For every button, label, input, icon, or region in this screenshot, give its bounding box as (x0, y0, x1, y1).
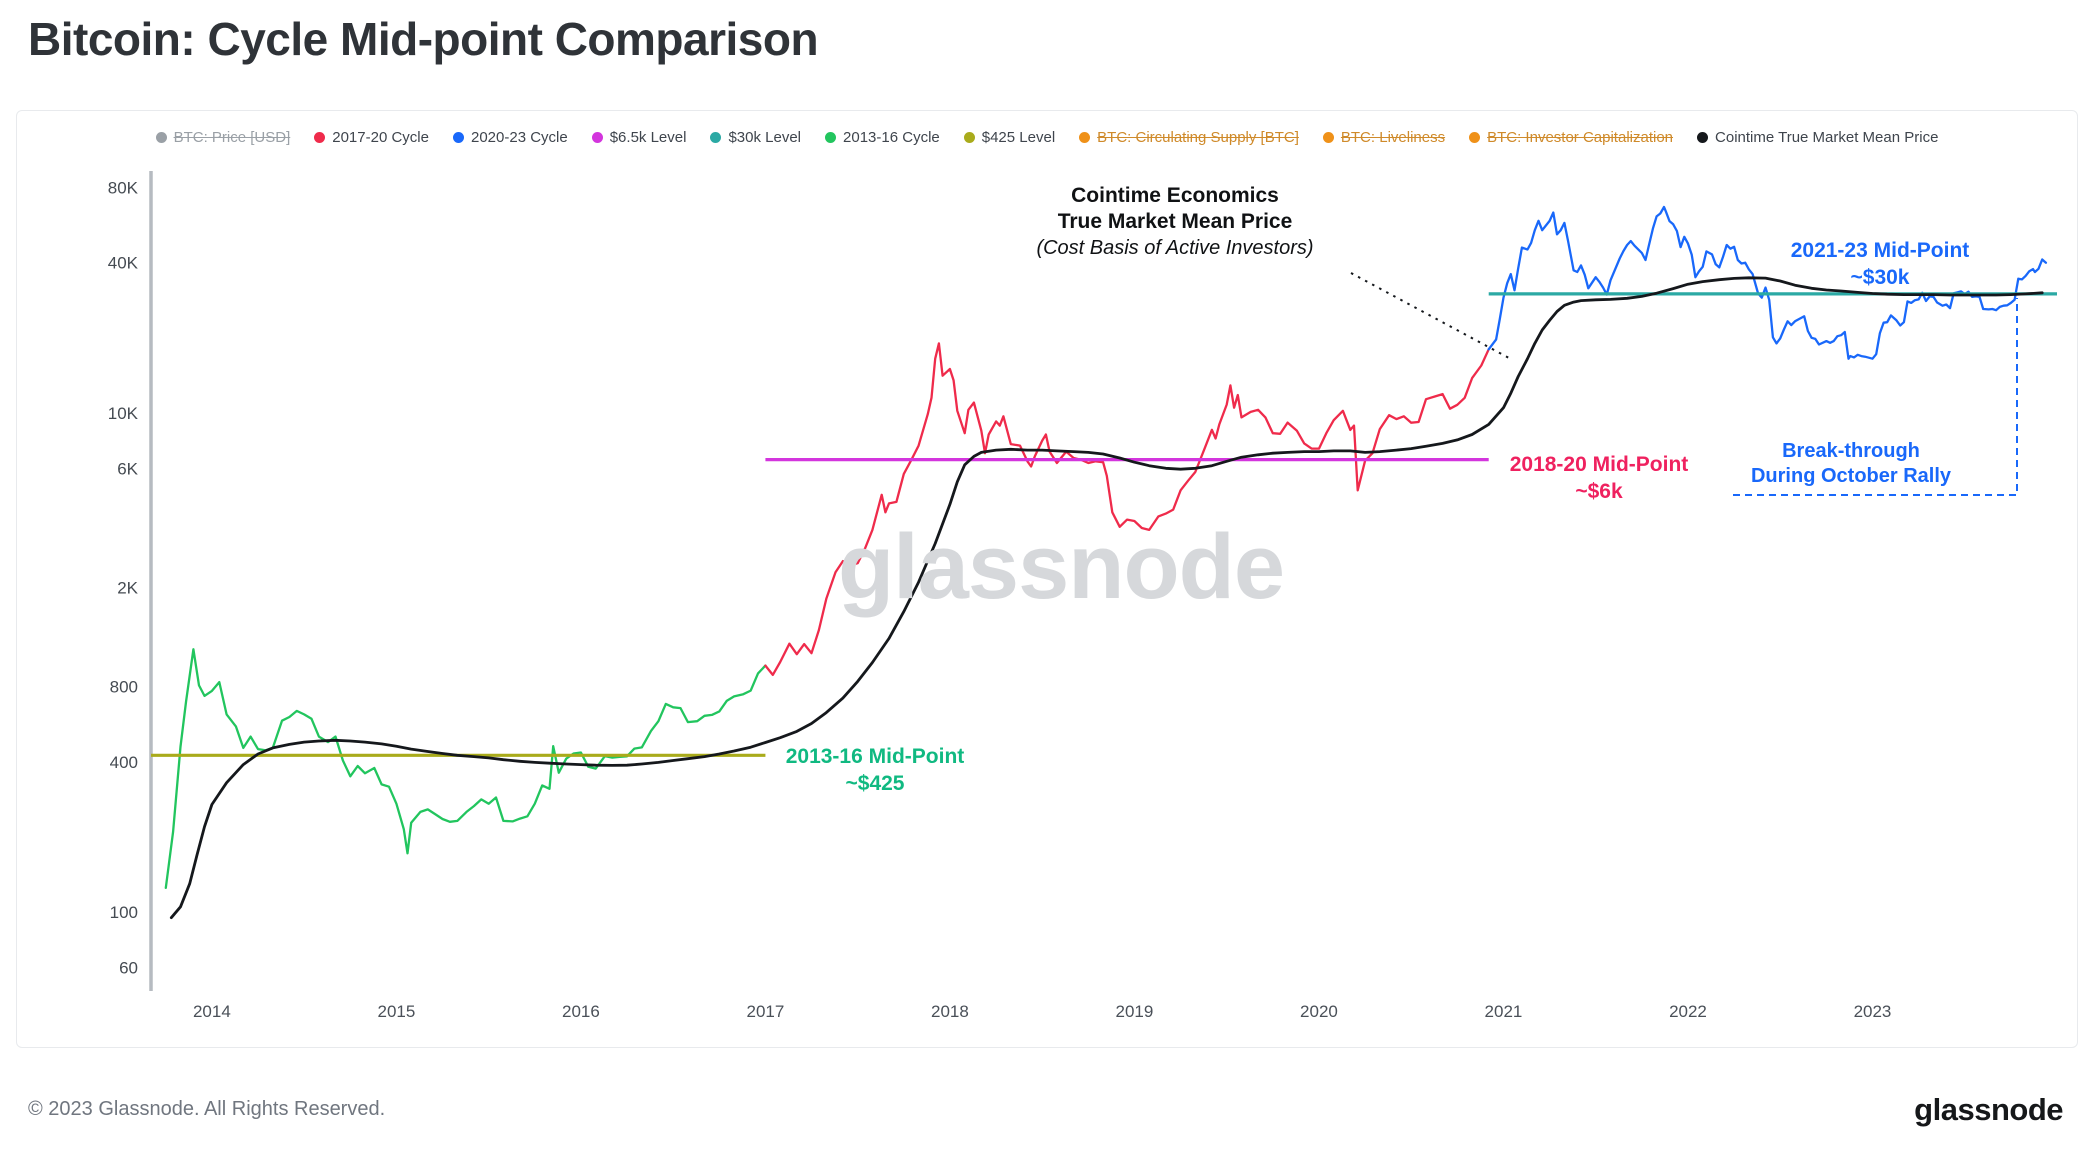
y-tick-label: 6K (117, 459, 138, 478)
legend-label: $6.5k Level (609, 129, 687, 146)
legend-label: 2013-16 Cycle (843, 129, 940, 146)
legend-item-btc-investor-capitalization[interactable]: BTC: Investor Capitalization (1469, 129, 1673, 146)
legend-dot (155, 132, 167, 143)
series-cointime-true-market-mean-price (169, 276, 2044, 920)
legend-label: BTC: Liveliness (1340, 129, 1446, 146)
x-tick-label: 2019 (1116, 1002, 1154, 1021)
legend-item-30k-level[interactable]: $30k Level (710, 129, 801, 146)
legend-dot (1079, 132, 1091, 143)
y-tick-label: 800 (110, 678, 138, 697)
legend-item-6-5k-level[interactable]: $6.5k Level (591, 129, 687, 146)
legend-dot (1697, 132, 1709, 143)
price-chart[interactable]: 80K 40K 10K 6K 2K 800 400 100 60 2014 2015 2016 2017… (17, 111, 2079, 1049)
legend-label: $30k Level (728, 129, 802, 146)
legend-item-425-level[interactable]: $425 Level (963, 129, 1056, 146)
legend-dot (1322, 132, 1334, 143)
cointime-callout-line (1350, 272, 1510, 359)
legend-item-btc-price-usd[interactable]: BTC: Price [USD] (155, 129, 291, 146)
legend-label: 2017-20 Cycle (332, 129, 429, 146)
chart-card: 80K 40K 10K 6K 2K 800 400 100 60 2014 2015 2016 2017… (16, 110, 2078, 1048)
y-tick-label: 40K (108, 254, 139, 273)
legend-dot (963, 132, 975, 143)
x-axis-labels: 2014 2015 2016 2017 2018 2019 2020 2021 2022 2023 (193, 1002, 1891, 1021)
legend-label: BTC: Price [USD] (173, 129, 291, 146)
legend-item-2020-23-cycle[interactable]: 2020-23 Cycle (452, 129, 568, 146)
legend-item-btc-liveliness[interactable]: BTC: Liveliness (1322, 129, 1446, 146)
x-tick-label: 2022 (1669, 1002, 1707, 1021)
x-tick-label: 2021 (1485, 1002, 1523, 1021)
legend-dot (825, 132, 837, 143)
x-tick-label: 2015 (377, 1002, 415, 1021)
series-2017-20-cycle (764, 342, 1490, 677)
y-tick-label: 400 (110, 753, 138, 772)
footer-copyright: © 2023 Glassnode. All Rights Reserved. (28, 1098, 386, 1120)
x-tick-label: 2020 (1300, 1002, 1338, 1021)
x-tick-label: 2023 (1854, 1002, 1892, 1021)
legend-dot (314, 132, 326, 143)
y-axis-labels: 80K 40K 10K 6K 2K 800 400 100 60 (108, 179, 139, 978)
page-title: Bitcoin: Cycle Mid-point Comparison (28, 13, 819, 65)
x-tick-label: 2017 (747, 1002, 785, 1021)
legend-label: BTC: Investor Capitalization (1487, 129, 1674, 146)
x-tick-label: 2018 (931, 1002, 969, 1021)
legend-dot (1469, 132, 1481, 143)
y-tick-label: 100 (110, 903, 138, 922)
legend-item-2013-16-cycle[interactable]: 2013-16 Cycle (825, 129, 940, 146)
legend-item-btc-circulating-supply-btc[interactable]: BTC: Circulating Supply [BTC] (1079, 129, 1299, 146)
y-tick-label: 60 (119, 958, 138, 977)
series-2013-16-cycle (164, 648, 767, 890)
x-tick-label: 2016 (562, 1002, 600, 1021)
legend-label: BTC: Circulating Supply [BTC] (1097, 129, 1299, 146)
x-tick-label: 2014 (193, 1002, 231, 1021)
y-tick-label: 2K (117, 578, 138, 597)
legend-dot (452, 132, 464, 143)
legend-dot (591, 132, 603, 143)
legend-item-2017-20-cycle[interactable]: 2017-20 Cycle (314, 129, 429, 146)
legend-dot (710, 132, 722, 143)
y-tick-label: 10K (108, 404, 139, 423)
legend-label: $425 Level (981, 129, 1056, 146)
y-tick-label: 80K (108, 179, 139, 198)
legend-item-cointime-true-market-mean-price[interactable]: Cointime True Market Mean Price (1697, 129, 1938, 146)
glassnode-logo: glassnode (1914, 1092, 2063, 1127)
breakthrough-bracket (1733, 298, 2018, 496)
chart-legend: BTC: Price [USD] 2017-20 Cycle 2020-23 Cyc… (17, 129, 2077, 146)
series-2020-23-cycle (1487, 205, 2048, 360)
legend-label: 2020-23 Cycle (470, 129, 568, 146)
legend-label: Cointime True Market Mean Price (1715, 129, 1939, 146)
